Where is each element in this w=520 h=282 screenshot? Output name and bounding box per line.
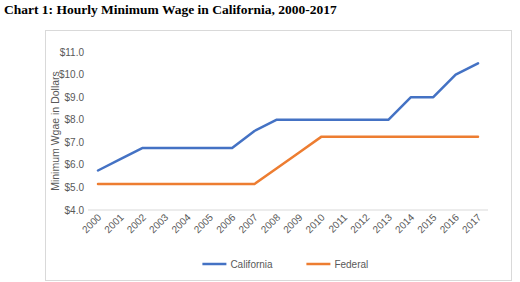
tick-mark: [86, 210, 88, 211]
x-tick-label: 2004: [169, 211, 193, 235]
y-tick-label: $9.0: [65, 92, 85, 103]
legend-swatch: [202, 263, 226, 266]
x-axis-line: [88, 210, 488, 211]
x-tick-label: 2012: [348, 211, 372, 235]
x-tick-label: 2016: [438, 211, 462, 235]
x-tick-label: 2003: [147, 211, 171, 235]
chart: Chart 1: Hourly Minimum Wage in Californ…: [0, 0, 520, 282]
series-line: [98, 137, 478, 184]
x-tick-label: 2011: [326, 211, 349, 234]
x-tick-label: 2017: [460, 211, 484, 235]
x-tick-label: 2013: [370, 211, 394, 235]
tick-mark: [86, 164, 88, 165]
x-tick-label: 2008: [259, 211, 283, 235]
y-axis-label: Minimum Wgae in Dollars: [49, 71, 61, 191]
legend-label: California: [230, 259, 273, 270]
series-line: [98, 63, 478, 170]
tick-mark: [86, 142, 88, 143]
tick-mark: [86, 52, 88, 53]
y-tick-label: $5.0: [65, 182, 85, 193]
x-tick-label: 2010: [303, 211, 327, 235]
y-tick-label: $10.0: [59, 69, 84, 80]
x-tick-label: 2009: [281, 211, 305, 235]
legend-swatch: [306, 263, 330, 266]
y-tick-label: $7.0: [65, 137, 85, 148]
title: Chart 1: Hourly Minimum Wage in Californ…: [4, 2, 337, 17]
y-tick-label: $8.0: [65, 114, 85, 125]
x-tick-label: 2015: [415, 211, 439, 235]
x-tick-label: 2006: [214, 211, 238, 235]
x-tick-label: 2014: [393, 211, 417, 235]
chart-frame: [46, 31, 512, 281]
plot-area: [98, 63, 478, 184]
x-tick-label: 2000: [80, 211, 104, 235]
x-tick-label: 2002: [125, 211, 149, 235]
x-tick-label: 2001: [102, 211, 126, 235]
y-tick-label: $4.0: [65, 205, 85, 216]
legend-label: Federal: [334, 259, 368, 270]
tick-mark: [86, 97, 88, 98]
y-tick-label: $11.0: [60, 47, 85, 58]
tick-mark: [86, 119, 88, 120]
tick-mark: [86, 74, 88, 75]
x-tick-label: 2005: [192, 211, 216, 235]
y-tick-label: $6.0: [65, 159, 85, 170]
tick-mark: [86, 187, 88, 188]
x-tick-label: 2007: [236, 211, 260, 235]
